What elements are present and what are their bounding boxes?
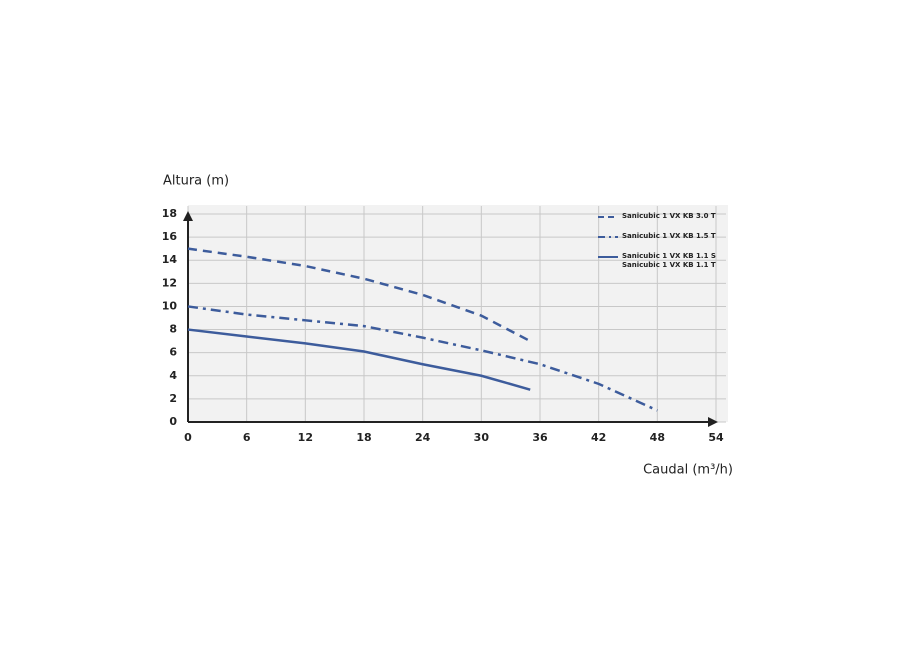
x-axis-label: Caudal (m³/h): [643, 463, 733, 478]
x-tick-label: 0: [184, 431, 192, 444]
legend-label: Sanicubic 1 VX KB 1.1 S: [622, 252, 716, 260]
series-line: [187, 305, 658, 412]
y-tick-label: 18: [162, 207, 177, 220]
y-tick-label: 6: [169, 346, 177, 359]
y-tick-label: 2: [169, 392, 177, 405]
legend-label: Sanicubic 1 VX KB 1.5 T: [622, 232, 716, 240]
x-tick-label: 36: [532, 431, 548, 444]
x-tick-label: 6: [243, 431, 251, 444]
legend-label: Sanicubic 1 VX KB 3.0 T: [622, 212, 716, 220]
y-tick-label: 14: [162, 253, 178, 266]
x-tick-label: 54: [708, 431, 724, 444]
x-tick-label: 30: [474, 431, 490, 444]
series-line: [187, 328, 531, 391]
x-tick-label: 18: [356, 431, 371, 444]
lines: [187, 247, 658, 412]
series-line: [187, 247, 531, 343]
y-tick-label: 0: [169, 415, 177, 428]
y-tick-label: 16: [162, 230, 178, 243]
x-tick-label: 42: [591, 431, 606, 444]
x-tick-label: 24: [415, 431, 431, 444]
x-tick-label: 12: [298, 431, 313, 444]
x-axis-arrow: [708, 417, 718, 427]
legend-label: Sanicubic 1 VX KB 1.1 T: [622, 261, 716, 269]
y-tick-label: 10: [162, 299, 178, 312]
y-tick-label: 8: [169, 323, 177, 336]
y-tick-label: 4: [169, 369, 177, 382]
y-tick-label: 12: [162, 276, 177, 289]
y-axis-arrow: [183, 211, 193, 221]
y-axis-label: Altura (m): [163, 174, 229, 189]
plot-area: [188, 205, 728, 422]
x-tick-label: 48: [650, 431, 665, 444]
